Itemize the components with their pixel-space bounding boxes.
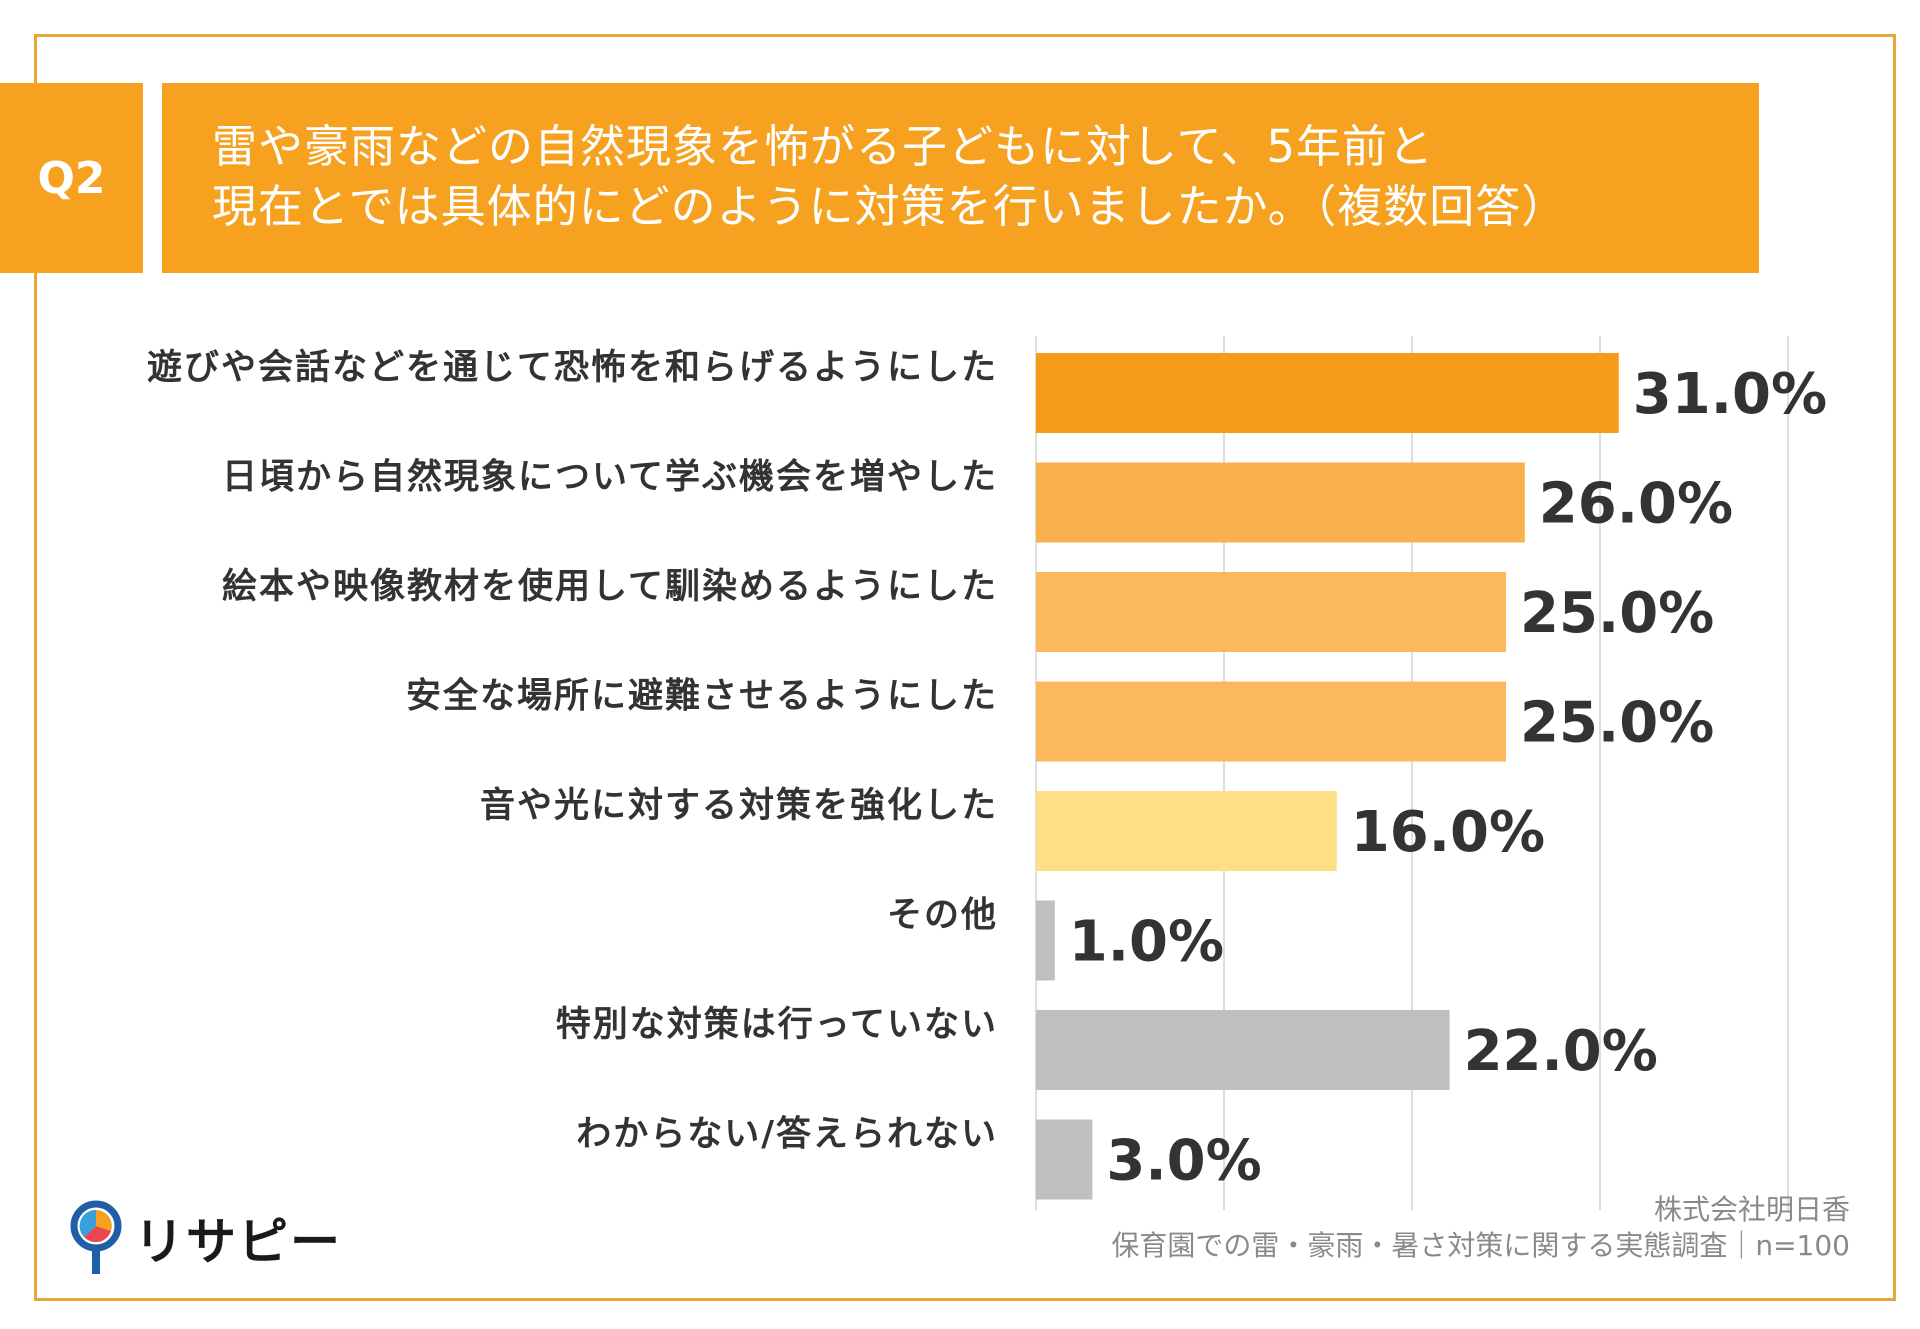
bar-3 (1036, 572, 1506, 652)
logo-pin-icon (70, 1200, 122, 1274)
value-label-5: 16.0% (1351, 800, 1545, 865)
value-label-6: 1.0% (1069, 910, 1224, 975)
category-label-7: 特別な対策は行っていない (556, 1005, 998, 1045)
category-label-5: 音や光に対する対策を強化した (480, 785, 998, 826)
value-label-1: 31.0% (1633, 362, 1827, 427)
bar-7 (1036, 1010, 1450, 1090)
category-label-3: 絵本や映像教材を使用して馴染めるようにした (222, 567, 998, 607)
value-label-8: 3.0% (1106, 1129, 1261, 1194)
value-label-4: 25.0% (1520, 691, 1714, 756)
question-title-line2: 現在とでは具体的にどのように対策を行いましたか。（複数回答） (212, 180, 1568, 233)
footer-survey: 保育園での雷・豪雨・暑さ対策に関する実態調査｜n=100 (1111, 1229, 1850, 1262)
logo-text: リサピー (134, 1213, 342, 1271)
bar-8 (1036, 1119, 1093, 1200)
bar-5 (1036, 791, 1337, 871)
category-label-2: 日頃から自然現象について学ぶ機会を増やした (222, 457, 998, 498)
footer: 株式会社明日香 保育園での雷・豪雨・暑さ対策に関する実態調査｜n=100 (1111, 1192, 1850, 1264)
bar-6 (1036, 900, 1055, 981)
value-label-2: 26.0% (1539, 472, 1733, 537)
question-title: 雷や豪雨などの自然現象を怖がる子どもに対して、5年前と 現在とでは具体的にどのよ… (162, 83, 1759, 273)
bar-4 (1036, 681, 1506, 762)
footer-company: 株式会社明日香 (1653, 1193, 1850, 1226)
category-label-8: わからない/答えられない (576, 1115, 998, 1155)
bar-2 (1036, 462, 1525, 543)
bar-1 (1036, 353, 1619, 433)
category-label-4: 安全な場所に避難させるようにした (406, 676, 998, 717)
chart-frame (34, 34, 1896, 1301)
question-badge: Q2 (0, 83, 143, 273)
category-label-6: その他 (887, 896, 998, 936)
value-label-7: 22.0% (1464, 1019, 1658, 1084)
value-label-3: 25.0% (1520, 581, 1714, 646)
question-title-line1: 雷や豪雨などの自然現象を怖がる子どもに対して、5年前と (212, 120, 1435, 173)
logo: リサピー (68, 1200, 342, 1276)
category-label-1: 遊びや会話などを通じて恐怖を和らげるようにした (147, 348, 998, 388)
